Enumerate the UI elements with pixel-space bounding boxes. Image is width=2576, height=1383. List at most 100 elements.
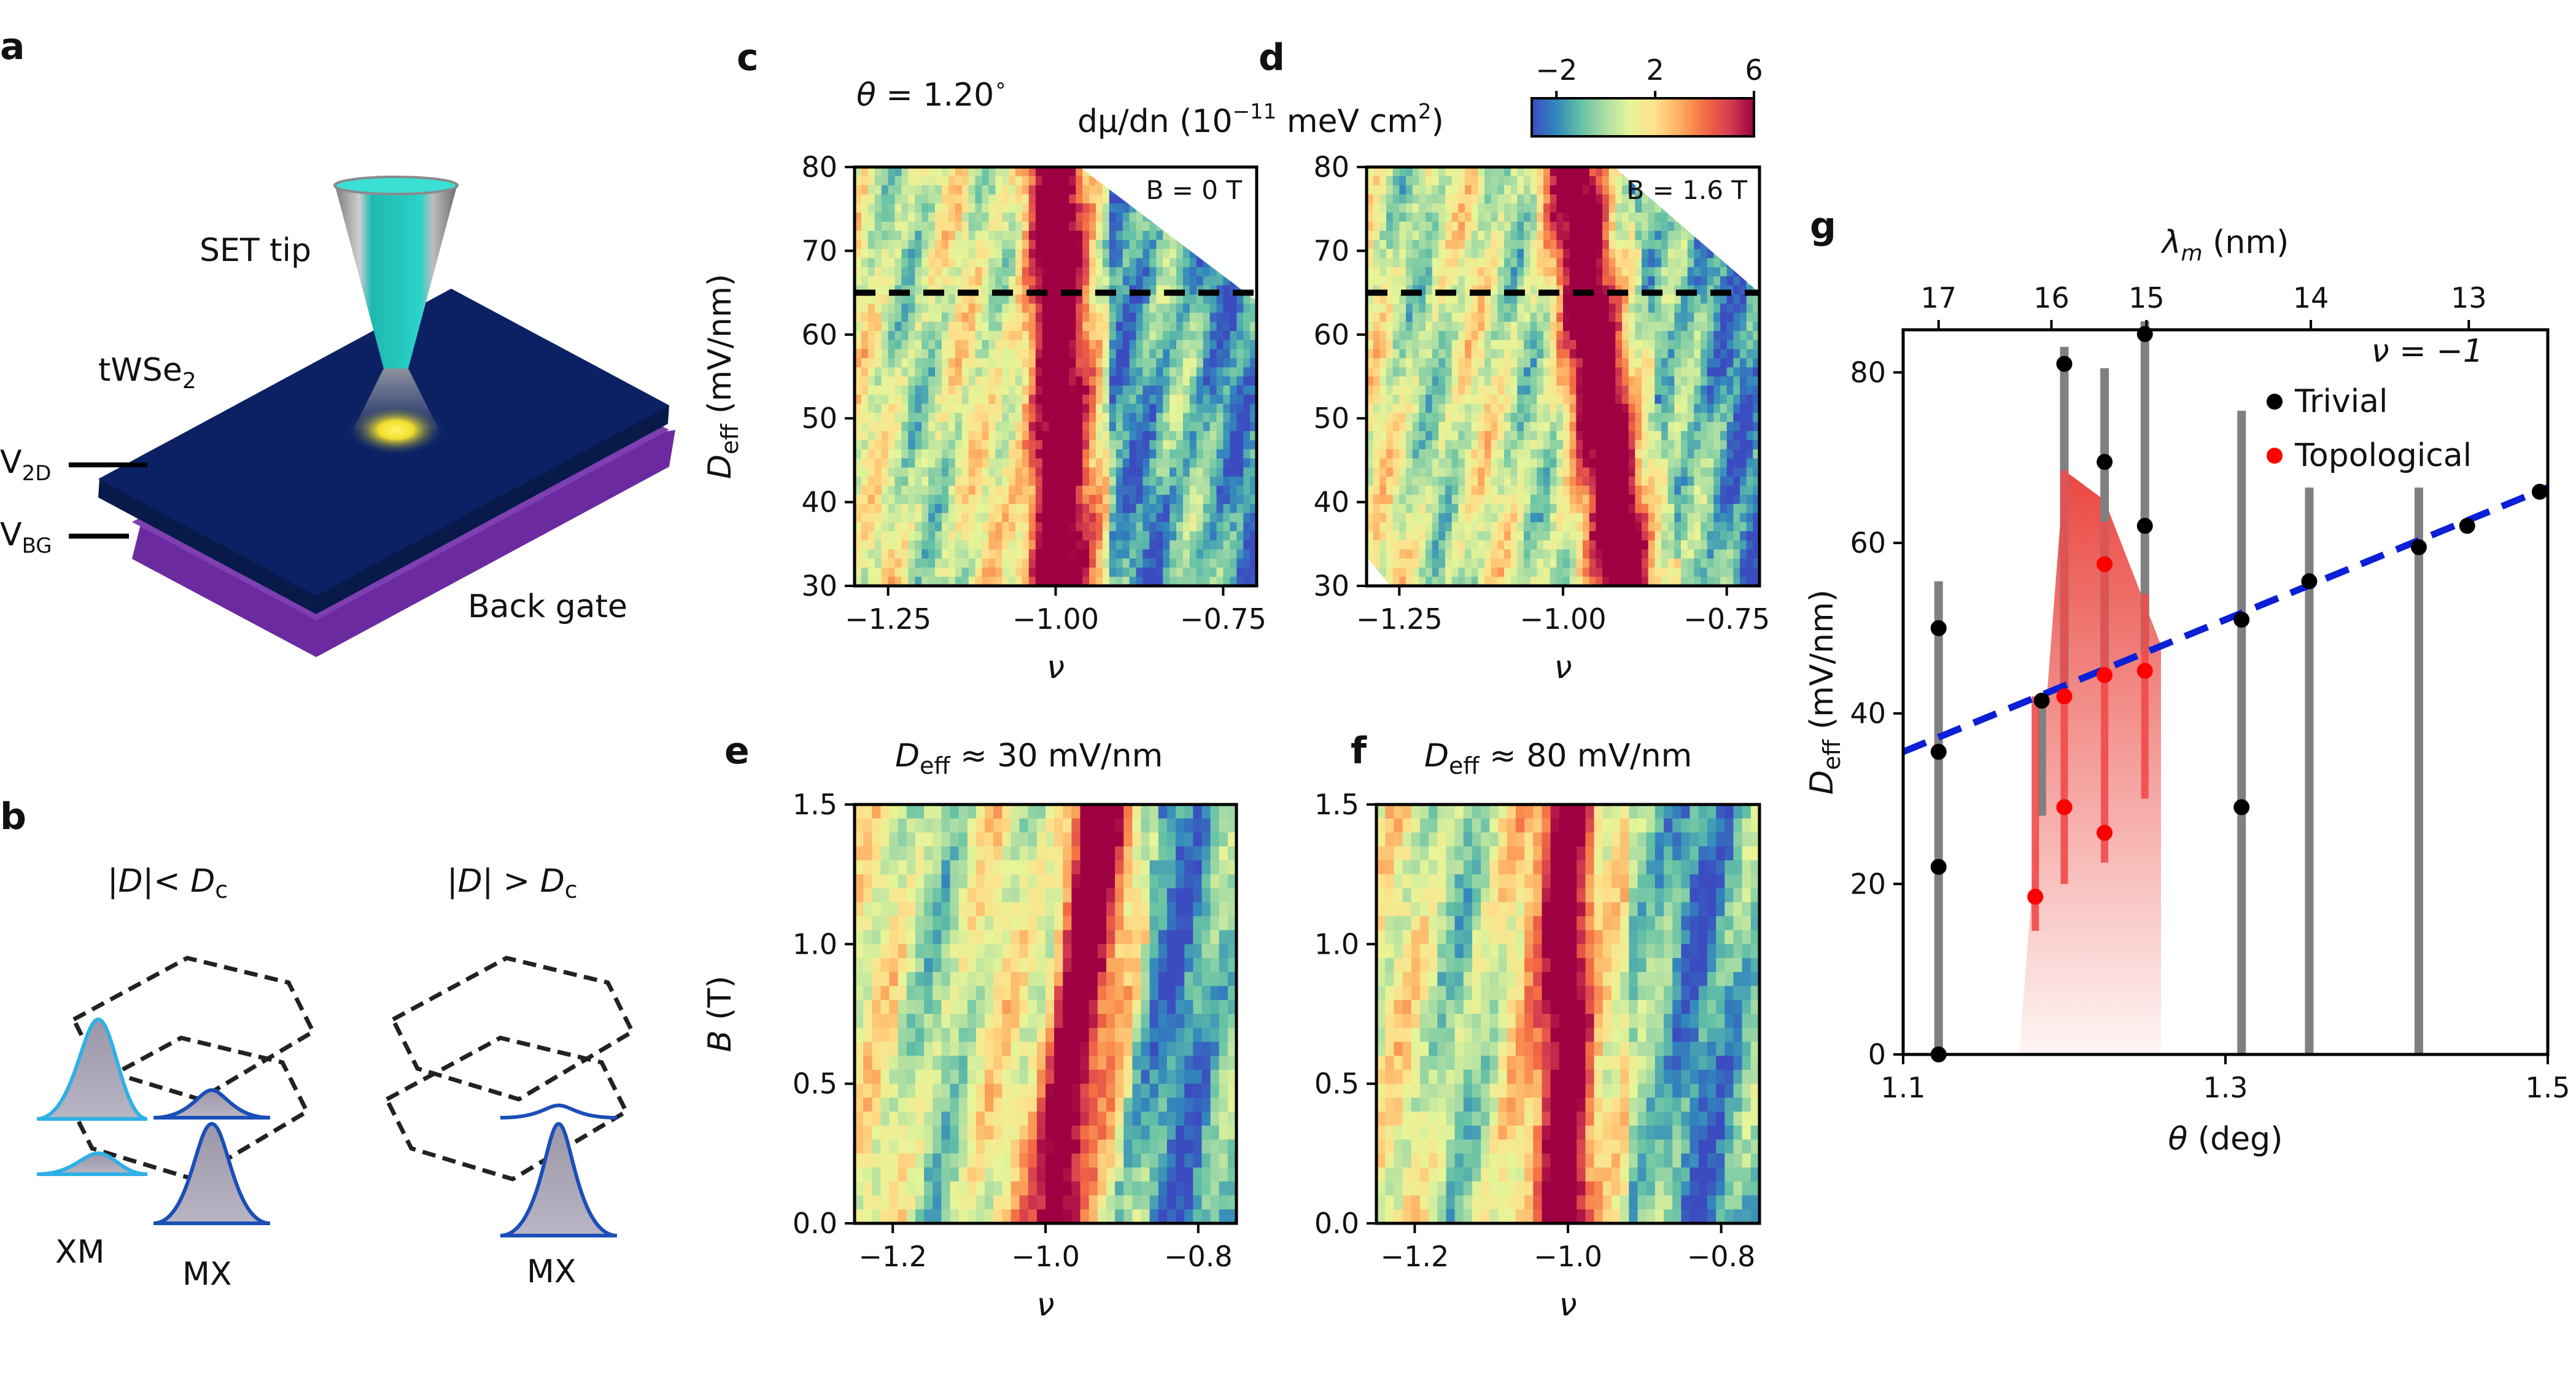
heatmap-cell <box>1163 449 1170 459</box>
heatmap-cell <box>1628 367 1636 377</box>
heatmap-cell <box>941 458 949 468</box>
heatmap-cell <box>1076 330 1083 341</box>
heatmap-cell <box>1517 322 1524 332</box>
heatmap-cell <box>855 222 862 232</box>
heatmap-cell <box>1069 313 1076 322</box>
heatmap-cell <box>867 212 875 222</box>
heatmap-cell <box>1156 477 1163 486</box>
heatmap-cell <box>881 403 889 414</box>
heatmap-cell <box>1076 240 1083 250</box>
heatmap-cell <box>1412 440 1420 450</box>
heatmap-cell <box>982 358 990 368</box>
heatmap-cell <box>1042 522 1050 532</box>
heatmap-cell <box>1002 558 1009 569</box>
heatmap-cell <box>1082 522 1090 532</box>
heatmap-cell <box>1209 394 1217 405</box>
heatmap-cell <box>1687 240 1695 250</box>
heatmap-cell <box>1550 313 1558 322</box>
heatmap-cell <box>1713 440 1721 450</box>
heatmap-cell <box>1504 194 1511 205</box>
heatmap-cell <box>1143 385 1150 395</box>
heatmap-cell <box>1055 258 1063 268</box>
heatmap-cell <box>1367 449 1374 459</box>
heatmap-cell <box>1022 340 1030 350</box>
material-label: tWSe2 <box>98 352 196 394</box>
heatmap-cell <box>1753 294 1759 305</box>
heatmap-cell <box>1713 431 1721 441</box>
heatmap-cell <box>1055 394 1063 405</box>
heatmap-cell <box>1550 267 1558 277</box>
heatmap-cell <box>1543 240 1551 250</box>
v2d-label: V2D <box>0 444 51 486</box>
heatmap-cell <box>1236 313 1244 322</box>
heatmap-cell <box>915 558 922 569</box>
heatmap-cell <box>1149 522 1157 532</box>
heatmap-cell <box>1608 294 1616 305</box>
heatmap-cell <box>1250 358 1257 368</box>
heatmap-cell <box>1149 340 1157 350</box>
heatmap-cell <box>1707 249 1715 259</box>
heatmap-cell <box>1406 431 1413 441</box>
heatmap-cell <box>1089 230 1096 241</box>
heatmap-cell <box>1109 313 1117 322</box>
heatmap-cell <box>1143 494 1150 505</box>
heatmap-cell <box>1576 276 1583 286</box>
heatmap-cell <box>1367 367 1374 377</box>
heatmap-cell <box>1399 276 1406 286</box>
heatmap-cell <box>1622 458 1629 468</box>
heatmap-cell <box>1062 458 1070 468</box>
heatmap-cell <box>1642 313 1649 322</box>
heatmap-cell <box>941 294 949 305</box>
heatmap-cell <box>1445 413 1453 423</box>
heatmap-cell <box>921 549 929 559</box>
heatmap-cell <box>1035 267 1043 277</box>
heatmap-cell <box>1392 358 1400 368</box>
heatmap-cell <box>1589 267 1597 277</box>
heatmap-cell <box>1497 294 1505 305</box>
heatmap-cell <box>1209 494 1217 505</box>
heatmap-cell <box>1733 258 1740 268</box>
heatmap-cell <box>948 413 956 423</box>
heatmap-cell <box>1655 212 1662 222</box>
heatmap-cell <box>1550 485 1558 496</box>
heatmap-cell <box>928 467 936 477</box>
heatmap-cell <box>908 330 915 341</box>
heatmap-cell <box>1115 577 1123 586</box>
heatmap-cell <box>1667 249 1675 259</box>
heatmap-cell <box>1002 477 1009 486</box>
heatmap-cell <box>1484 203 1492 213</box>
heatmap-cell <box>1608 367 1616 377</box>
heatmap-cell <box>1687 413 1695 423</box>
heatmap-cell <box>1223 449 1231 459</box>
heatmap-cell <box>1236 322 1244 332</box>
heatmap-cell <box>1622 467 1629 477</box>
heatmap-cell <box>982 449 990 459</box>
heatmap-cell <box>1556 194 1564 205</box>
heatmap-cell <box>1608 203 1616 213</box>
heatmap-cell <box>1419 376 1426 386</box>
heatmap-cell <box>1701 249 1708 259</box>
heatmap-cell <box>1497 240 1505 250</box>
heatmap-cell <box>1399 449 1406 459</box>
heatmap-cell <box>1569 349 1577 359</box>
heatmap-cell <box>1035 222 1043 232</box>
heatmap-cell <box>1015 358 1023 368</box>
heatmap-cell <box>1661 358 1669 368</box>
heatmap-cell <box>1543 467 1551 477</box>
heatmap-cell <box>1530 303 1538 313</box>
heatmap-cell <box>874 222 882 232</box>
heatmap-cell <box>948 440 956 450</box>
heatmap-cell <box>867 294 875 305</box>
heatmap-cell <box>1589 212 1597 222</box>
heatmap-cell <box>1524 330 1531 341</box>
heatmap-cell <box>874 313 882 322</box>
heatmap-cell <box>995 194 1003 205</box>
heatmap-cell <box>1406 440 1413 450</box>
heatmap-cell <box>1203 577 1211 586</box>
heatmap-cell <box>982 285 990 295</box>
heatmap-cell <box>1406 313 1413 322</box>
heatmap-cell <box>1182 322 1190 332</box>
heatmap-cell <box>1002 522 1009 532</box>
heatmap-cell <box>1701 449 1708 459</box>
heatmap-cell <box>1129 403 1137 414</box>
